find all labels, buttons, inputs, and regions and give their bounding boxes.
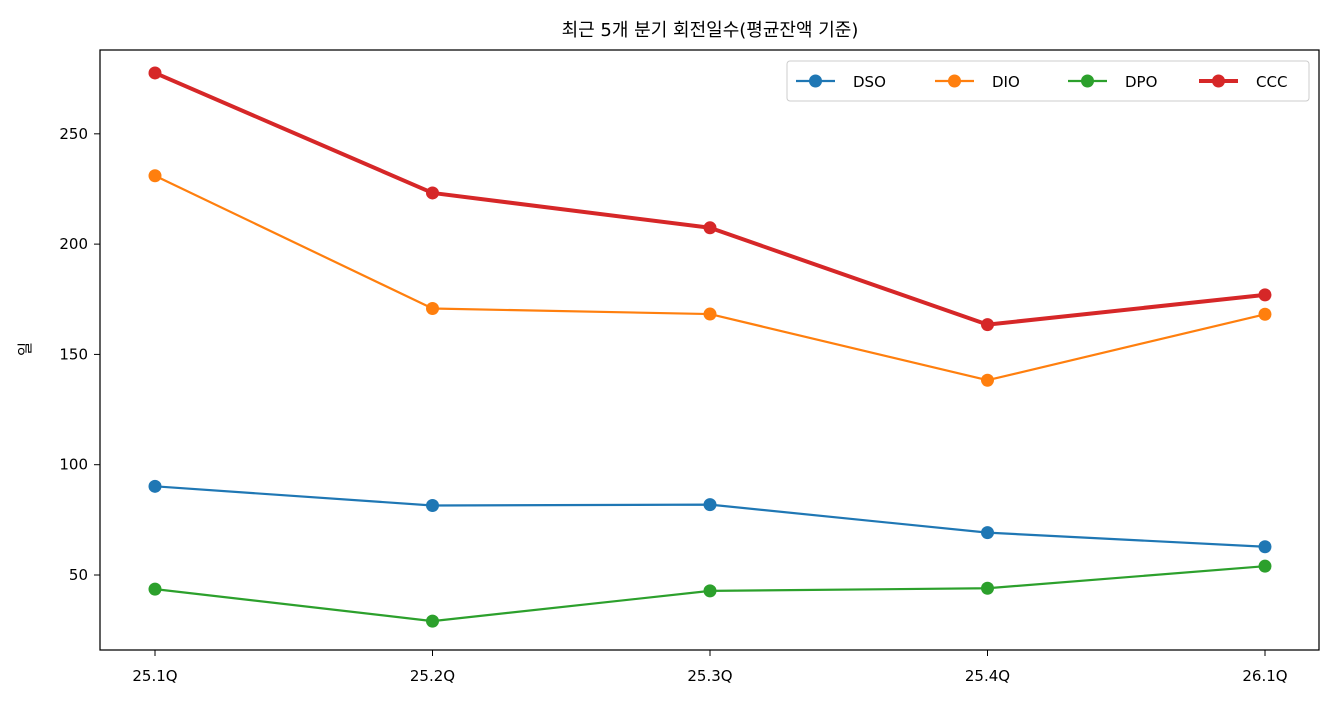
data-point-ccc: [148, 66, 162, 80]
legend-entry-ccc: CCC: [1199, 73, 1287, 91]
data-point-ccc: [426, 186, 439, 200]
data-point-dso: [703, 498, 717, 512]
legend-entry-dio: DIO: [935, 73, 1020, 91]
series-dpo: [148, 559, 1272, 628]
y-tick-label: 150: [59, 345, 88, 363]
data-point-ccc: [1258, 288, 1272, 302]
chart-title: 최근 5개 분기 회전일수(평균잔액 기준): [562, 20, 859, 41]
legend-label: DSO: [853, 73, 886, 91]
x-axis: 25.1Q 25.2Q 25.3Q 25.4Q 26.1Q: [132, 650, 1288, 685]
x-tick-label: 25.1Q: [132, 667, 177, 685]
series-dio: [148, 169, 1272, 387]
x-tick-label: 25.3Q: [687, 667, 732, 685]
data-point-ccc: [981, 318, 994, 332]
data-point-dpo: [1258, 559, 1272, 573]
data-point-dpo: [703, 584, 717, 598]
data-point-dso: [1258, 540, 1272, 554]
y-axis: 50 100 150 200 250: [59, 125, 100, 584]
series-ccc: [148, 66, 1272, 332]
y-axis-label: 일: [16, 342, 34, 356]
series-dso: [148, 479, 1272, 554]
plot-area-frame: [99, 49, 1320, 651]
legend-entry-dso: DSO: [796, 73, 886, 91]
x-tick-label: 26.1Q: [1242, 667, 1287, 685]
data-point-ccc: [703, 221, 717, 235]
data-point-dpo: [148, 582, 162, 596]
data-point-dio: [703, 307, 717, 321]
y-tick-label: 50: [69, 566, 88, 584]
data-point-dio: [1258, 307, 1272, 321]
legend-marker: [1081, 74, 1094, 88]
data-point-dpo: [981, 581, 994, 595]
series-layer: [148, 66, 1272, 628]
legend-label: DPO: [1125, 73, 1157, 91]
series-line-dio: [154, 174, 1266, 382]
data-point-dio: [426, 302, 439, 316]
legend-entry-dpo: DPO: [1068, 73, 1157, 91]
legend-box: [786, 60, 1310, 102]
data-point-dso: [148, 479, 162, 493]
legend: DSO DIO DPO CCC: [786, 60, 1310, 102]
data-point-dso: [426, 499, 439, 513]
data-point-dpo: [426, 614, 439, 628]
x-tick-label: 25.4Q: [965, 667, 1010, 685]
y-tick-label: 250: [59, 125, 88, 143]
series-line-ccc: [154, 71, 1266, 327]
y-tick-label: 100: [59, 456, 88, 474]
legend-label: CCC: [1256, 73, 1287, 91]
legend-marker: [948, 74, 961, 88]
y-tick-label: 200: [59, 235, 88, 253]
data-point-dso: [981, 526, 994, 540]
x-tick-label: 25.2Q: [410, 667, 455, 685]
legend-marker: [809, 74, 822, 88]
legend-marker: [1212, 74, 1225, 88]
data-point-dio: [148, 169, 162, 183]
series-line-dso: [154, 485, 1266, 548]
legend-label: DIO: [992, 73, 1020, 91]
data-point-dio: [981, 373, 994, 387]
